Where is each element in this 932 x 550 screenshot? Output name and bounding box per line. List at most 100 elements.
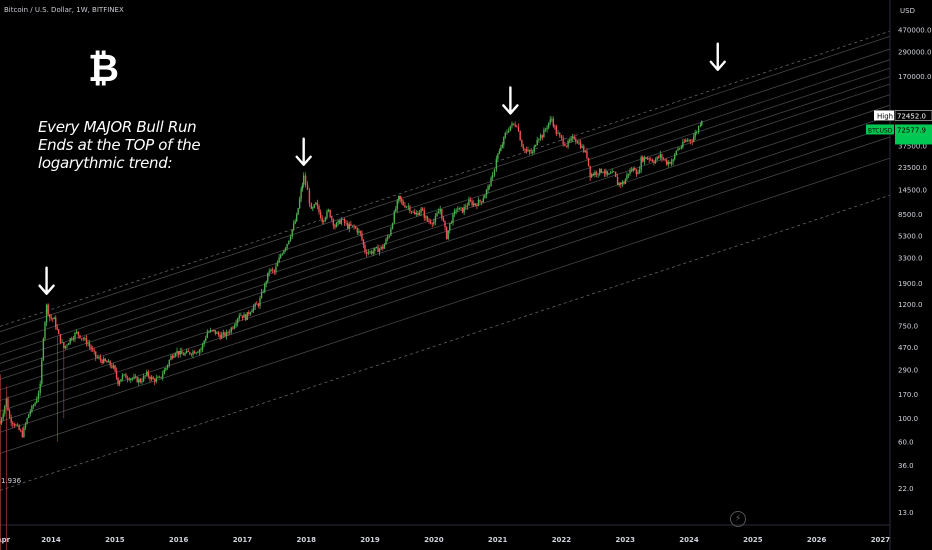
candle <box>498 150 501 154</box>
candle <box>488 186 491 187</box>
candle <box>348 224 351 229</box>
candle <box>651 159 654 162</box>
candle <box>466 205 469 208</box>
candle <box>98 357 100 358</box>
candle <box>160 376 162 378</box>
candle <box>511 123 513 126</box>
candle <box>340 219 343 224</box>
candle <box>351 225 354 227</box>
candle <box>184 353 186 356</box>
candle <box>118 381 121 385</box>
candle <box>173 355 175 358</box>
candle <box>648 158 650 160</box>
candle <box>142 376 145 382</box>
candle <box>497 153 499 159</box>
candle <box>170 355 172 361</box>
candle <box>609 173 612 174</box>
candle <box>147 371 150 377</box>
candle <box>594 172 596 175</box>
candle <box>453 210 456 214</box>
candle <box>468 199 470 206</box>
candle <box>115 370 118 378</box>
candle <box>94 351 97 358</box>
candle <box>163 369 165 375</box>
candle <box>404 205 406 208</box>
candle <box>241 315 244 318</box>
candle <box>321 218 323 222</box>
candle <box>504 132 506 138</box>
candle <box>634 168 636 171</box>
candle <box>7 398 9 411</box>
candle <box>306 184 309 190</box>
candle <box>141 381 143 383</box>
candle <box>666 160 668 165</box>
candle <box>493 169 496 176</box>
candle <box>592 173 595 175</box>
candle <box>37 393 40 399</box>
candle <box>10 417 12 423</box>
candle <box>586 151 588 158</box>
candle <box>694 132 696 137</box>
candle <box>525 149 528 152</box>
candle <box>179 350 181 355</box>
candle <box>0 418 3 424</box>
candle <box>211 330 213 331</box>
candle <box>659 154 662 158</box>
high-value: 72452.0 <box>897 112 926 120</box>
candle <box>567 140 569 147</box>
candle <box>519 130 521 141</box>
y-tick-label: 470.0 <box>898 344 918 352</box>
candle <box>405 206 408 208</box>
x-tick-label: 2022 <box>552 536 572 544</box>
candle <box>501 144 504 148</box>
candle <box>675 150 677 155</box>
candle <box>626 174 628 180</box>
candle <box>413 212 416 215</box>
down-arrow-icon <box>502 86 519 115</box>
candle <box>339 220 341 224</box>
candle <box>181 350 183 355</box>
candle <box>369 251 371 253</box>
candle <box>254 303 256 307</box>
candle <box>114 365 116 371</box>
candle <box>555 126 558 134</box>
candle <box>20 429 22 431</box>
candle <box>420 208 422 213</box>
candle <box>624 179 627 184</box>
candle <box>88 343 91 347</box>
candle <box>629 170 631 174</box>
candle <box>335 222 338 228</box>
candle <box>318 206 320 213</box>
candle <box>106 360 108 363</box>
candle <box>658 156 660 158</box>
candle <box>177 351 180 355</box>
candle <box>650 159 652 161</box>
candle <box>439 209 441 212</box>
candle <box>536 139 538 145</box>
candle <box>560 135 563 139</box>
candle <box>509 125 512 131</box>
candle <box>323 220 325 222</box>
candle <box>334 225 336 228</box>
candle <box>662 158 665 160</box>
candle <box>206 332 209 338</box>
trend-inner-line <box>0 157 891 454</box>
candle <box>421 208 424 211</box>
candle <box>695 131 698 133</box>
candle <box>693 136 695 142</box>
candle <box>96 357 98 358</box>
candle <box>222 332 224 335</box>
annotation-text: Every MAJOR Bull Run Ends at the TOP of … <box>38 118 201 172</box>
candle <box>289 236 292 241</box>
lightning-icon[interactable]: ⚡ <box>730 511 746 527</box>
candle <box>528 150 531 152</box>
candle <box>638 169 641 173</box>
high-value-box <box>894 110 932 121</box>
candle <box>111 365 113 368</box>
candle <box>547 122 550 128</box>
candle <box>618 182 620 186</box>
x-tick-label: 2027 <box>871 536 891 544</box>
candle <box>75 331 78 334</box>
price-axis[interactable] <box>890 0 932 550</box>
